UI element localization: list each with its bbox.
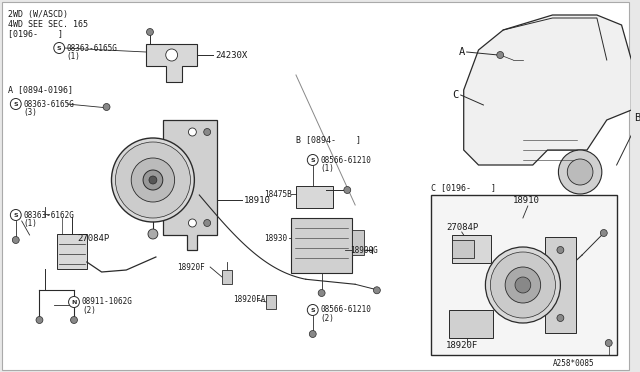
Circle shape [204,128,211,135]
Bar [452,240,474,258]
Circle shape [567,159,593,185]
Text: (2): (2) [82,305,96,314]
Circle shape [149,176,157,184]
Text: 18910: 18910 [244,196,271,205]
Circle shape [309,330,316,337]
Text: (3): (3) [24,108,38,116]
Bar [266,295,276,309]
Circle shape [485,247,561,323]
Text: C: C [452,90,458,100]
Circle shape [70,317,77,324]
Text: 18910: 18910 [513,196,540,205]
Text: B: B [634,113,640,123]
Circle shape [10,209,21,221]
Circle shape [148,229,158,239]
Polygon shape [464,15,632,165]
Text: (1): (1) [321,164,335,173]
Text: 27084P: 27084P [77,234,109,243]
Circle shape [490,252,556,318]
Bar [452,235,492,263]
Text: 08566-61210: 08566-61210 [321,155,372,164]
Bar [545,237,576,333]
Circle shape [557,314,564,321]
Bar [291,218,352,273]
Text: 18930: 18930 [264,234,287,243]
Circle shape [515,277,531,293]
Text: 18920FA: 18920FA [233,295,265,305]
Bar [222,270,232,284]
Text: C [0196-    ]: C [0196- ] [431,183,496,192]
Circle shape [166,49,177,61]
Text: A: A [459,47,465,57]
Circle shape [600,230,607,237]
Circle shape [307,305,318,315]
Bar [352,230,364,255]
Bar [57,234,87,269]
Circle shape [497,51,504,58]
Text: 08911-1062G: 08911-1062G [82,298,132,307]
Circle shape [131,158,175,202]
Circle shape [204,219,211,227]
Text: [0196-    ]: [0196- ] [8,29,63,38]
Text: S: S [13,102,18,106]
Text: 08566-61210: 08566-61210 [321,305,372,314]
Text: 27084P: 27084P [446,222,478,231]
Text: 18475B: 18475B [264,189,292,199]
Circle shape [373,287,380,294]
Circle shape [505,267,541,303]
Text: 18920F: 18920F [177,263,205,272]
Bar [296,186,333,208]
Bar [431,195,616,355]
Text: (1): (1) [24,218,38,228]
Circle shape [147,29,154,35]
Circle shape [10,99,21,109]
Bar [449,310,493,338]
Text: 18900G: 18900G [350,246,378,254]
Text: S: S [310,308,315,312]
Text: 24230X: 24230X [215,51,247,60]
Text: S: S [13,212,18,218]
Text: 2WD (W/ASCD): 2WD (W/ASCD) [8,10,68,19]
Circle shape [111,138,195,222]
Text: (2): (2) [321,314,335,323]
Circle shape [557,247,564,253]
Text: 08363-6165G: 08363-6165G [66,44,117,52]
Text: N: N [71,299,77,305]
Circle shape [68,296,79,308]
Text: S: S [57,45,61,51]
Circle shape [307,154,318,166]
Text: S: S [310,157,315,163]
Circle shape [103,103,110,110]
Circle shape [559,150,602,194]
Text: 08363-6165G: 08363-6165G [24,99,74,109]
Circle shape [318,289,325,296]
Text: 4WD SEE SEC. 165: 4WD SEE SEC. 165 [8,19,88,29]
Polygon shape [163,120,217,250]
Text: 08363-6162G: 08363-6162G [24,211,74,219]
Text: B [0894-    ]: B [0894- ] [296,135,361,144]
Polygon shape [146,44,197,82]
Text: (1): (1) [66,51,80,61]
Circle shape [54,42,65,54]
Circle shape [188,128,196,136]
Circle shape [143,170,163,190]
Text: A258*0085: A258*0085 [552,359,594,369]
Circle shape [12,237,19,244]
Text: 18920F: 18920F [446,340,478,350]
Circle shape [344,186,351,193]
Circle shape [188,219,196,227]
Text: A [0894-0196]: A [0894-0196] [8,86,73,94]
Circle shape [605,340,612,346]
Circle shape [36,317,43,324]
Circle shape [115,142,191,218]
